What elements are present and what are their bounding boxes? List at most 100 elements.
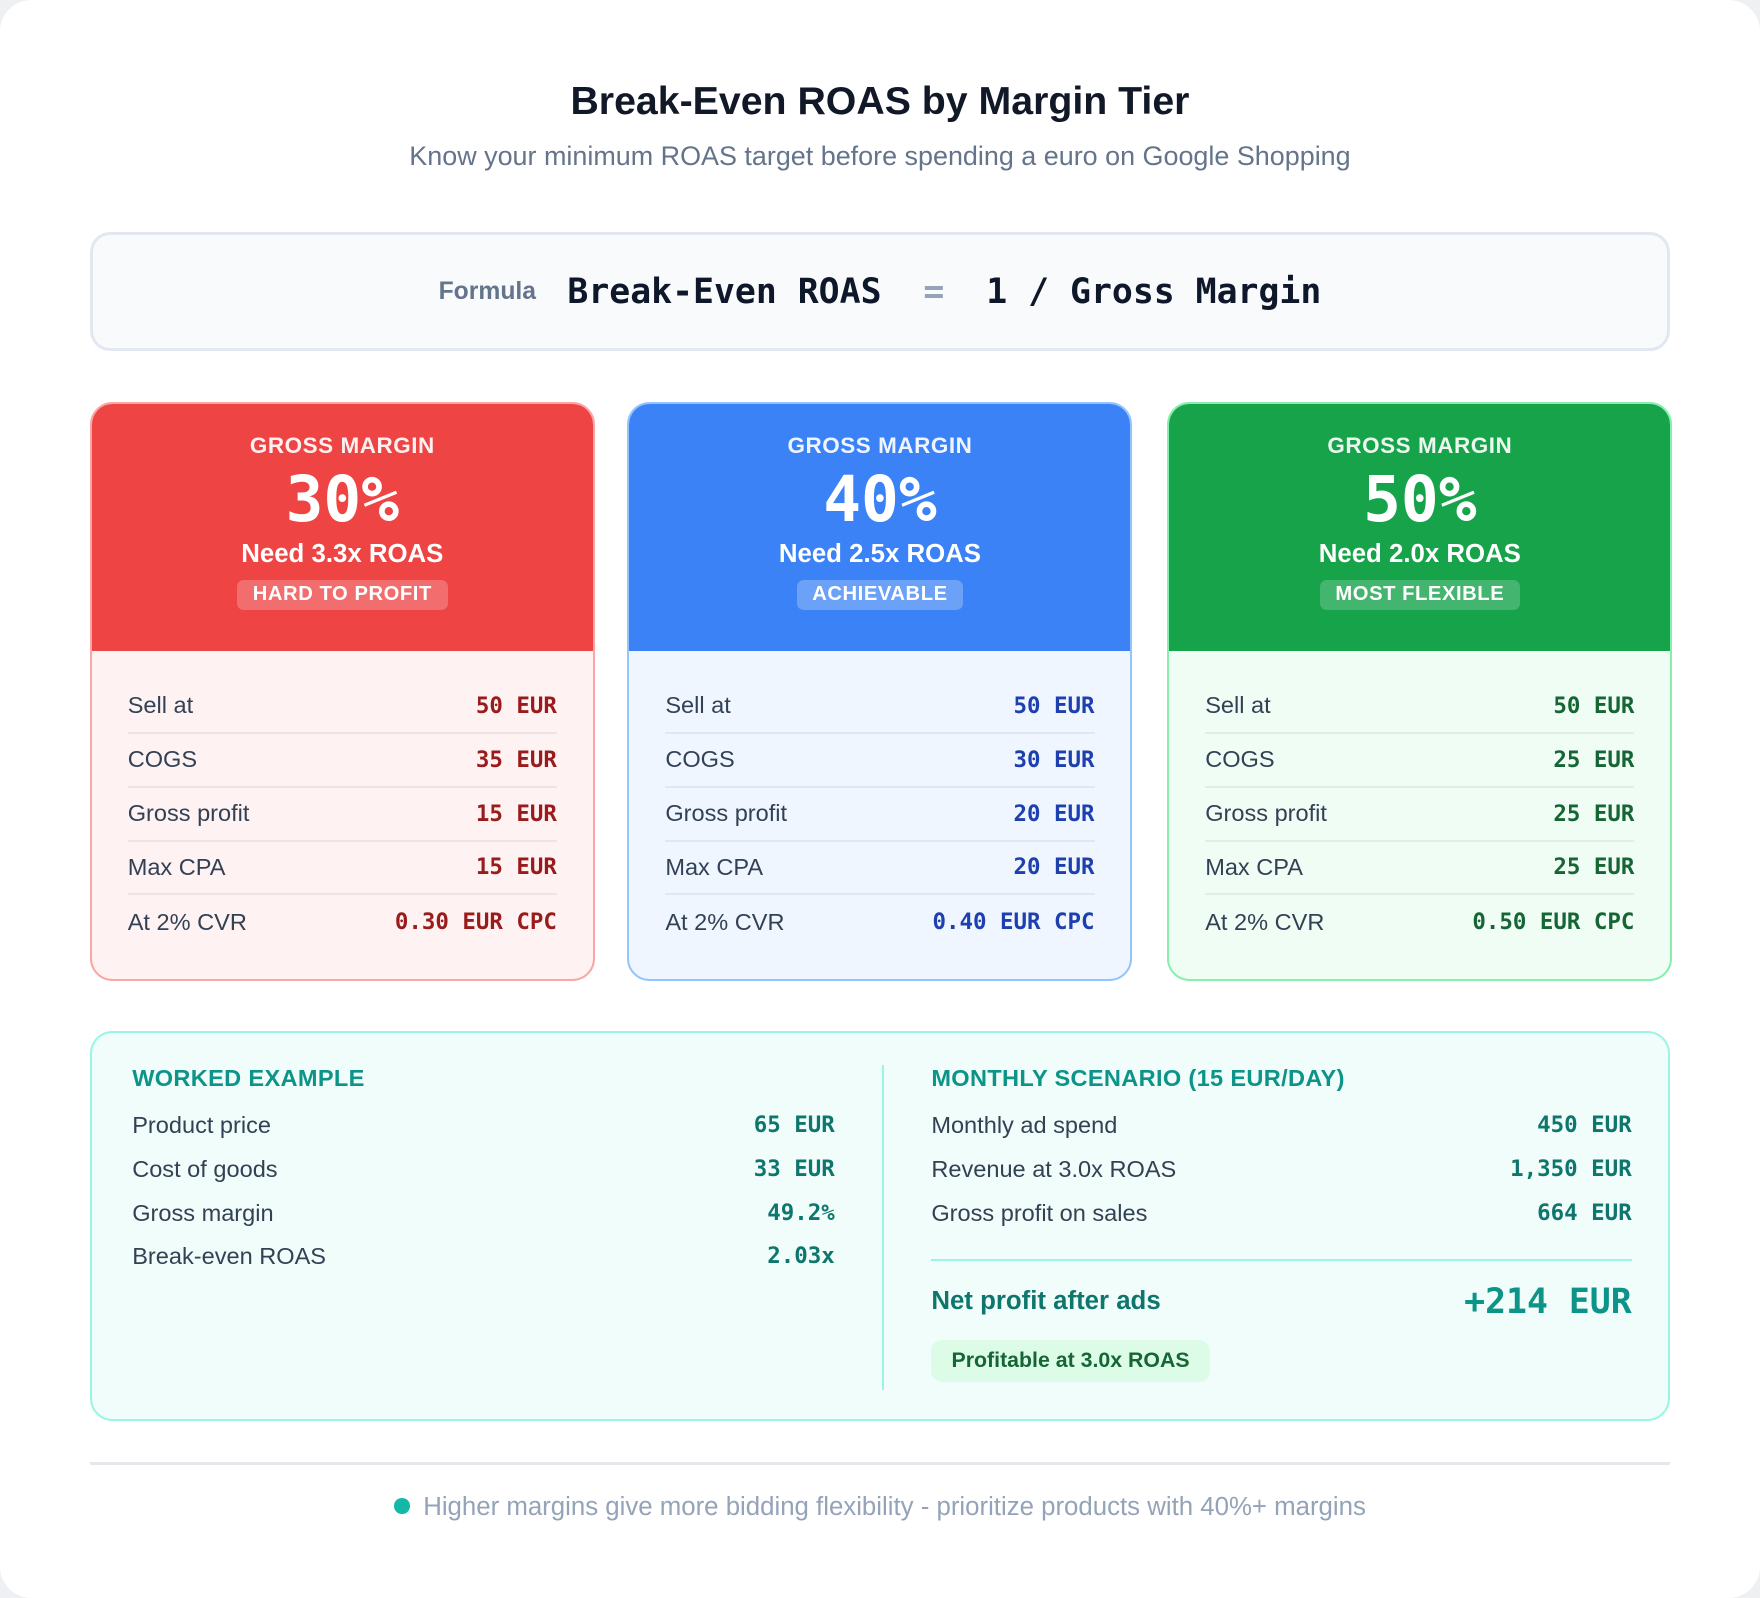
metric-label: At 2% CVR [127,908,247,935]
example-row: Monthly ad spend 450 EUR [931,1112,1631,1156]
required-roas: Need 2.5x ROAS [778,539,982,568]
metric-row: Max CPA 20 EUR [665,842,1095,896]
worked-example: WORKED EXAMPLE Product price 65 EUR Cost o… [132,1065,835,1287]
metric-row: Gross profit 25 EUR [1205,788,1635,842]
metric-row: Gross profit 15 EUR [127,788,557,842]
formula-equals: = [923,271,945,312]
example-row: Gross margin 49.2% [132,1200,835,1244]
metric-value: 15 EUR [475,854,557,881]
gross-margin-value: 30% [285,463,400,537]
margin-tier-card: GROSS MARGIN 40% Need 2.5x ROAS ACHIEVAB… [627,401,1133,981]
difficulty-badge: ACHIEVABLE [796,580,964,610]
status-badge: Profitable at 3.0x ROAS [931,1339,1210,1383]
metric-label: Gross profit [665,800,788,827]
formula-label: Formula [438,277,536,305]
bullet-dot-icon [394,1497,410,1514]
monthly-scenario: MONTHLY SCENARIO (15 EUR/DAY) Monthly ad… [931,1064,1632,1383]
example-row: Cost of goods 33 EUR [132,1156,835,1200]
metric-value: 25 EUR [1553,854,1635,881]
example-label: Break-even ROAS [132,1243,327,1270]
example-label: Product price [132,1112,272,1139]
divider [881,1064,885,1391]
metric-row: At 2% CVR 0.40 EUR CPC [665,895,1094,949]
example-value: 49.2% [767,1199,835,1226]
metric-value: 35 EUR [475,746,557,773]
example-label: Monthly ad spend [931,1112,1118,1139]
metric-label: Max CPA [127,853,226,880]
formula-right: 1 / Gross Margin [986,271,1322,312]
metric-row: Max CPA 25 EUR [1205,842,1635,896]
metric-label: Sell at [665,692,731,719]
metric-label: Gross profit [127,800,250,827]
metric-label: Max CPA [1205,853,1303,880]
card-body: Sell at 50 EUR COGS 25 EUR Gross profit 25 EU… [1169,651,1670,950]
example-value: 664 EUR [1537,1199,1632,1226]
gross-margin-value: 50% [1363,463,1477,537]
card-header: GROSS MARGIN 50% Need 2.0x ROAS MOST FLE… [1169,403,1671,651]
card-header: GROSS MARGIN 40% Need 2.5x ROAS ACHIEVAB… [629,403,1131,651]
metric-row: At 2% CVR 0.30 EUR CPC [128,895,557,949]
metric-label: COGS [1205,746,1275,773]
example-label: Revenue at 3.0x ROAS [931,1155,1177,1182]
metric-value: 20 EUR [1013,854,1095,881]
example-value: 65 EUR [753,1112,835,1139]
formula-box: Formula Break-Even ROAS = 1 / Gross Marg… [89,232,1671,352]
metric-row: COGS 35 EUR [127,734,557,788]
metric-row: Sell at 50 EUR [1205,680,1635,734]
worked-example-title: WORKED EXAMPLE [132,1064,365,1091]
card-header: GROSS MARGIN 30% Need 3.3x ROAS HARD TO … [91,403,593,651]
metric-value: 20 EUR [1013,800,1095,827]
metric-value: 0.40 EUR CPC [932,909,1095,936]
footer-note: Higher margins give more bidding flexibi… [0,1493,1760,1522]
margin-tier-card: GROSS MARGIN 50% Need 2.0x ROAS MOST FLE… [1167,401,1673,981]
metric-row: At 2% CVR 0.50 EUR CPC [1205,895,1634,949]
metric-value: 50 EUR [1013,692,1095,719]
example-label: Gross margin [132,1199,274,1226]
example-value: 2.03x [767,1243,835,1270]
page-title: Break-Even ROAS by Margin Tier [570,78,1190,123]
page-subtitle: Know your minimum ROAS target before spe… [409,141,1351,172]
formula-left: Break-Even ROAS [567,271,882,312]
metric-label: COGS [127,746,198,773]
example-row: Gross profit on sales 664 EUR [931,1200,1631,1244]
net-profit-label: Net profit after ads [931,1287,1161,1316]
metric-row: COGS 25 EUR [1205,734,1635,788]
metric-row: Sell at 50 EUR [127,680,557,734]
example-row: Product price 65 EUR [132,1112,835,1156]
metric-value: 0.50 EUR CPC [1472,909,1635,936]
footer-text: Higher margins give more bidding flexibi… [423,1492,1366,1521]
gross-margin-value: 40% [823,463,937,537]
card-body: Sell at 50 EUR COGS 30 EUR Gross profit 20 EU… [629,651,1130,950]
net-profit-row: Net profit after ads +214 EUR [931,1282,1631,1322]
metric-label: Gross profit [1205,800,1327,827]
metric-row: COGS 30 EUR [665,734,1095,788]
metric-row: Sell at 50 EUR [665,680,1095,734]
metric-value: 25 EUR [1553,800,1635,827]
metric-value: 50 EUR [1553,692,1635,719]
difficulty-badge: HARD TO PROFIT [237,580,448,610]
metric-label: Sell at [1205,692,1271,719]
metric-value: 15 EUR [475,800,557,827]
metric-value: 0.30 EUR CPC [394,909,557,936]
example-label: Cost of goods [132,1155,278,1182]
metric-row: Gross profit 20 EUR [665,788,1095,842]
example-value: 33 EUR [753,1155,835,1182]
margin-tier-card: GROSS MARGIN 30% Need 3.3x ROAS HARD TO … [89,401,595,981]
required-roas: Need 3.3x ROAS [241,539,444,568]
monthly-scenario-title: MONTHLY SCENARIO (15 EUR/DAY) [931,1064,1345,1091]
divider [89,1462,1671,1465]
example-label: Gross profit on sales [931,1199,1148,1226]
card-body: Sell at 50 EUR COGS 35 EUR Gross profit 15 EU… [92,651,593,950]
example-value: 1,350 EUR [1510,1155,1632,1182]
gross-margin-label: GROSS MARGIN [249,433,435,458]
metric-label: Sell at [127,692,194,719]
metric-value: 50 EUR [475,692,557,719]
metric-label: At 2% CVR [1205,908,1325,935]
example-panel: WORKED EXAMPLE Product price 65 EUR Cost o… [89,1031,1671,1421]
divider [931,1259,1632,1262]
metric-label: COGS [665,746,735,773]
metric-value: 30 EUR [1013,746,1095,773]
metric-value: 25 EUR [1553,746,1635,773]
gross-margin-label: GROSS MARGIN [1327,433,1513,458]
